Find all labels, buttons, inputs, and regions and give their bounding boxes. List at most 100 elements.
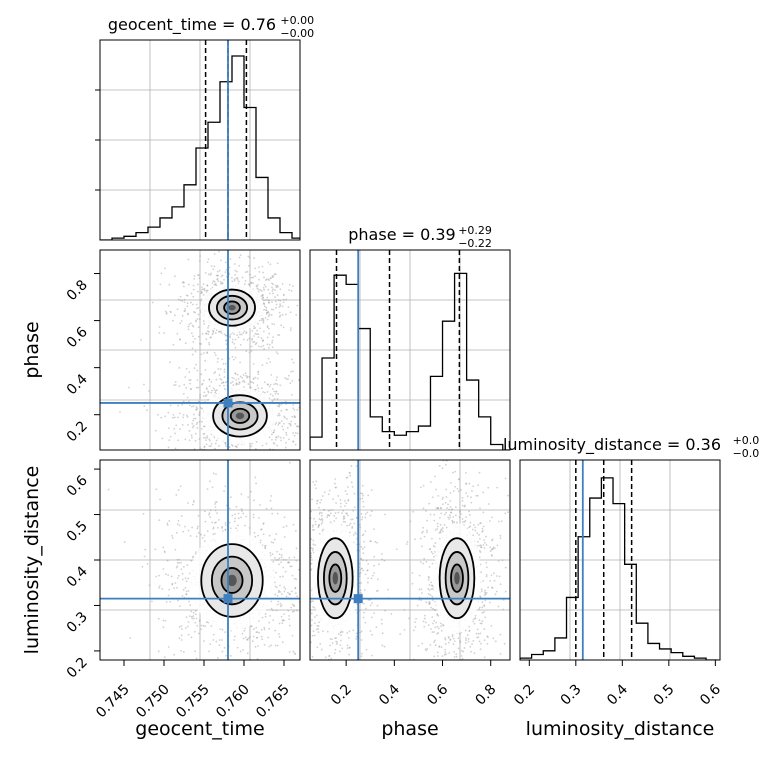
sample-point	[234, 356, 237, 359]
sample-point	[234, 338, 237, 341]
x-tick-label-geocent-time: 0.750	[133, 682, 173, 722]
sample-point	[358, 582, 361, 584]
sample-point	[343, 500, 346, 502]
sample-point	[191, 556, 194, 559]
sample-point	[287, 556, 289, 558]
sample-point	[242, 637, 245, 640]
sample-point	[326, 691, 328, 693]
sample-point	[458, 632, 461, 635]
sample-point	[161, 587, 164, 590]
sample-point	[207, 390, 210, 393]
sample-point	[436, 528, 439, 530]
sample-point	[257, 371, 260, 373]
sample-point	[387, 588, 389, 591]
sample-point	[475, 632, 478, 635]
sample-point	[500, 520, 503, 523]
sample-point	[465, 483, 467, 486]
sample-point	[282, 575, 284, 578]
sample-point	[263, 643, 266, 646]
sample-point	[245, 470, 247, 472]
sample-point	[314, 520, 317, 523]
sample-point	[203, 534, 206, 537]
sample-point	[276, 398, 279, 400]
sample-point	[163, 550, 166, 553]
sample-point	[287, 438, 290, 441]
sample-point	[282, 619, 285, 622]
sample-point	[440, 629, 443, 632]
sample-point	[490, 624, 493, 627]
sample-point	[260, 295, 263, 297]
sample-point	[360, 655, 363, 658]
sample-point	[289, 423, 292, 426]
sample-point	[307, 614, 309, 616]
sample-point	[176, 565, 179, 568]
sample-point	[195, 307, 198, 310]
sample-point	[322, 630, 324, 633]
sample-point	[428, 600, 431, 603]
sample-point	[311, 443, 313, 445]
sample-point	[436, 525, 439, 528]
sample-point	[479, 522, 482, 525]
sample-point	[456, 487, 459, 490]
sample-point	[314, 544, 317, 547]
sample-point	[174, 548, 177, 551]
sample-point	[215, 274, 218, 277]
sample-point	[175, 424, 178, 427]
sample-point	[221, 468, 223, 470]
sample-point	[468, 630, 471, 632]
sample-point	[269, 552, 272, 554]
sample-point	[303, 281, 305, 283]
sample-point	[483, 541, 486, 544]
sample-point	[480, 588, 483, 591]
sample-point	[334, 478, 337, 480]
sample-point	[164, 267, 166, 270]
sample-point	[194, 350, 197, 353]
sample-point	[314, 523, 317, 526]
density-contour	[235, 412, 245, 420]
sample-point	[268, 534, 271, 537]
sample-point	[339, 499, 342, 501]
sample-point	[250, 281, 253, 284]
x-tick-label-phase: 0.6	[424, 681, 451, 708]
sample-point	[251, 341, 254, 344]
sample-point	[195, 657, 198, 660]
sample-point	[233, 263, 236, 265]
sample-point	[265, 442, 268, 445]
sample-point	[323, 491, 326, 494]
sample-point	[255, 626, 258, 629]
sample-point	[242, 512, 245, 515]
sample-point	[275, 390, 278, 393]
sample-point	[439, 507, 442, 510]
sample-point	[313, 616, 316, 618]
sample-point	[284, 377, 287, 379]
sample-point	[428, 565, 431, 568]
sample-point	[278, 334, 281, 336]
sample-point	[431, 537, 433, 540]
sample-point	[213, 253, 216, 255]
sample-point	[358, 563, 361, 565]
sample-point	[488, 601, 491, 604]
sample-point	[436, 613, 439, 615]
sample-point	[277, 591, 280, 594]
sample-point	[191, 347, 194, 350]
sample-point	[192, 611, 195, 614]
sample-point	[276, 294, 279, 297]
sample-point	[449, 506, 452, 508]
sample-point	[285, 431, 288, 434]
sample-point	[294, 529, 297, 532]
sample-point	[483, 628, 486, 630]
sample-point	[168, 283, 171, 286]
sample-point	[263, 456, 265, 458]
sample-point	[238, 381, 241, 384]
sample-point	[245, 374, 248, 377]
sample-point	[492, 674, 494, 676]
sample-point	[360, 630, 363, 633]
sample-point	[430, 588, 433, 591]
sample-point	[464, 688, 466, 690]
sample-point	[326, 630, 329, 633]
sample-point	[371, 602, 373, 604]
sample-point	[236, 524, 239, 527]
panel-frame	[519, 459, 721, 661]
sample-point	[459, 660, 461, 662]
sample-point	[193, 630, 196, 633]
